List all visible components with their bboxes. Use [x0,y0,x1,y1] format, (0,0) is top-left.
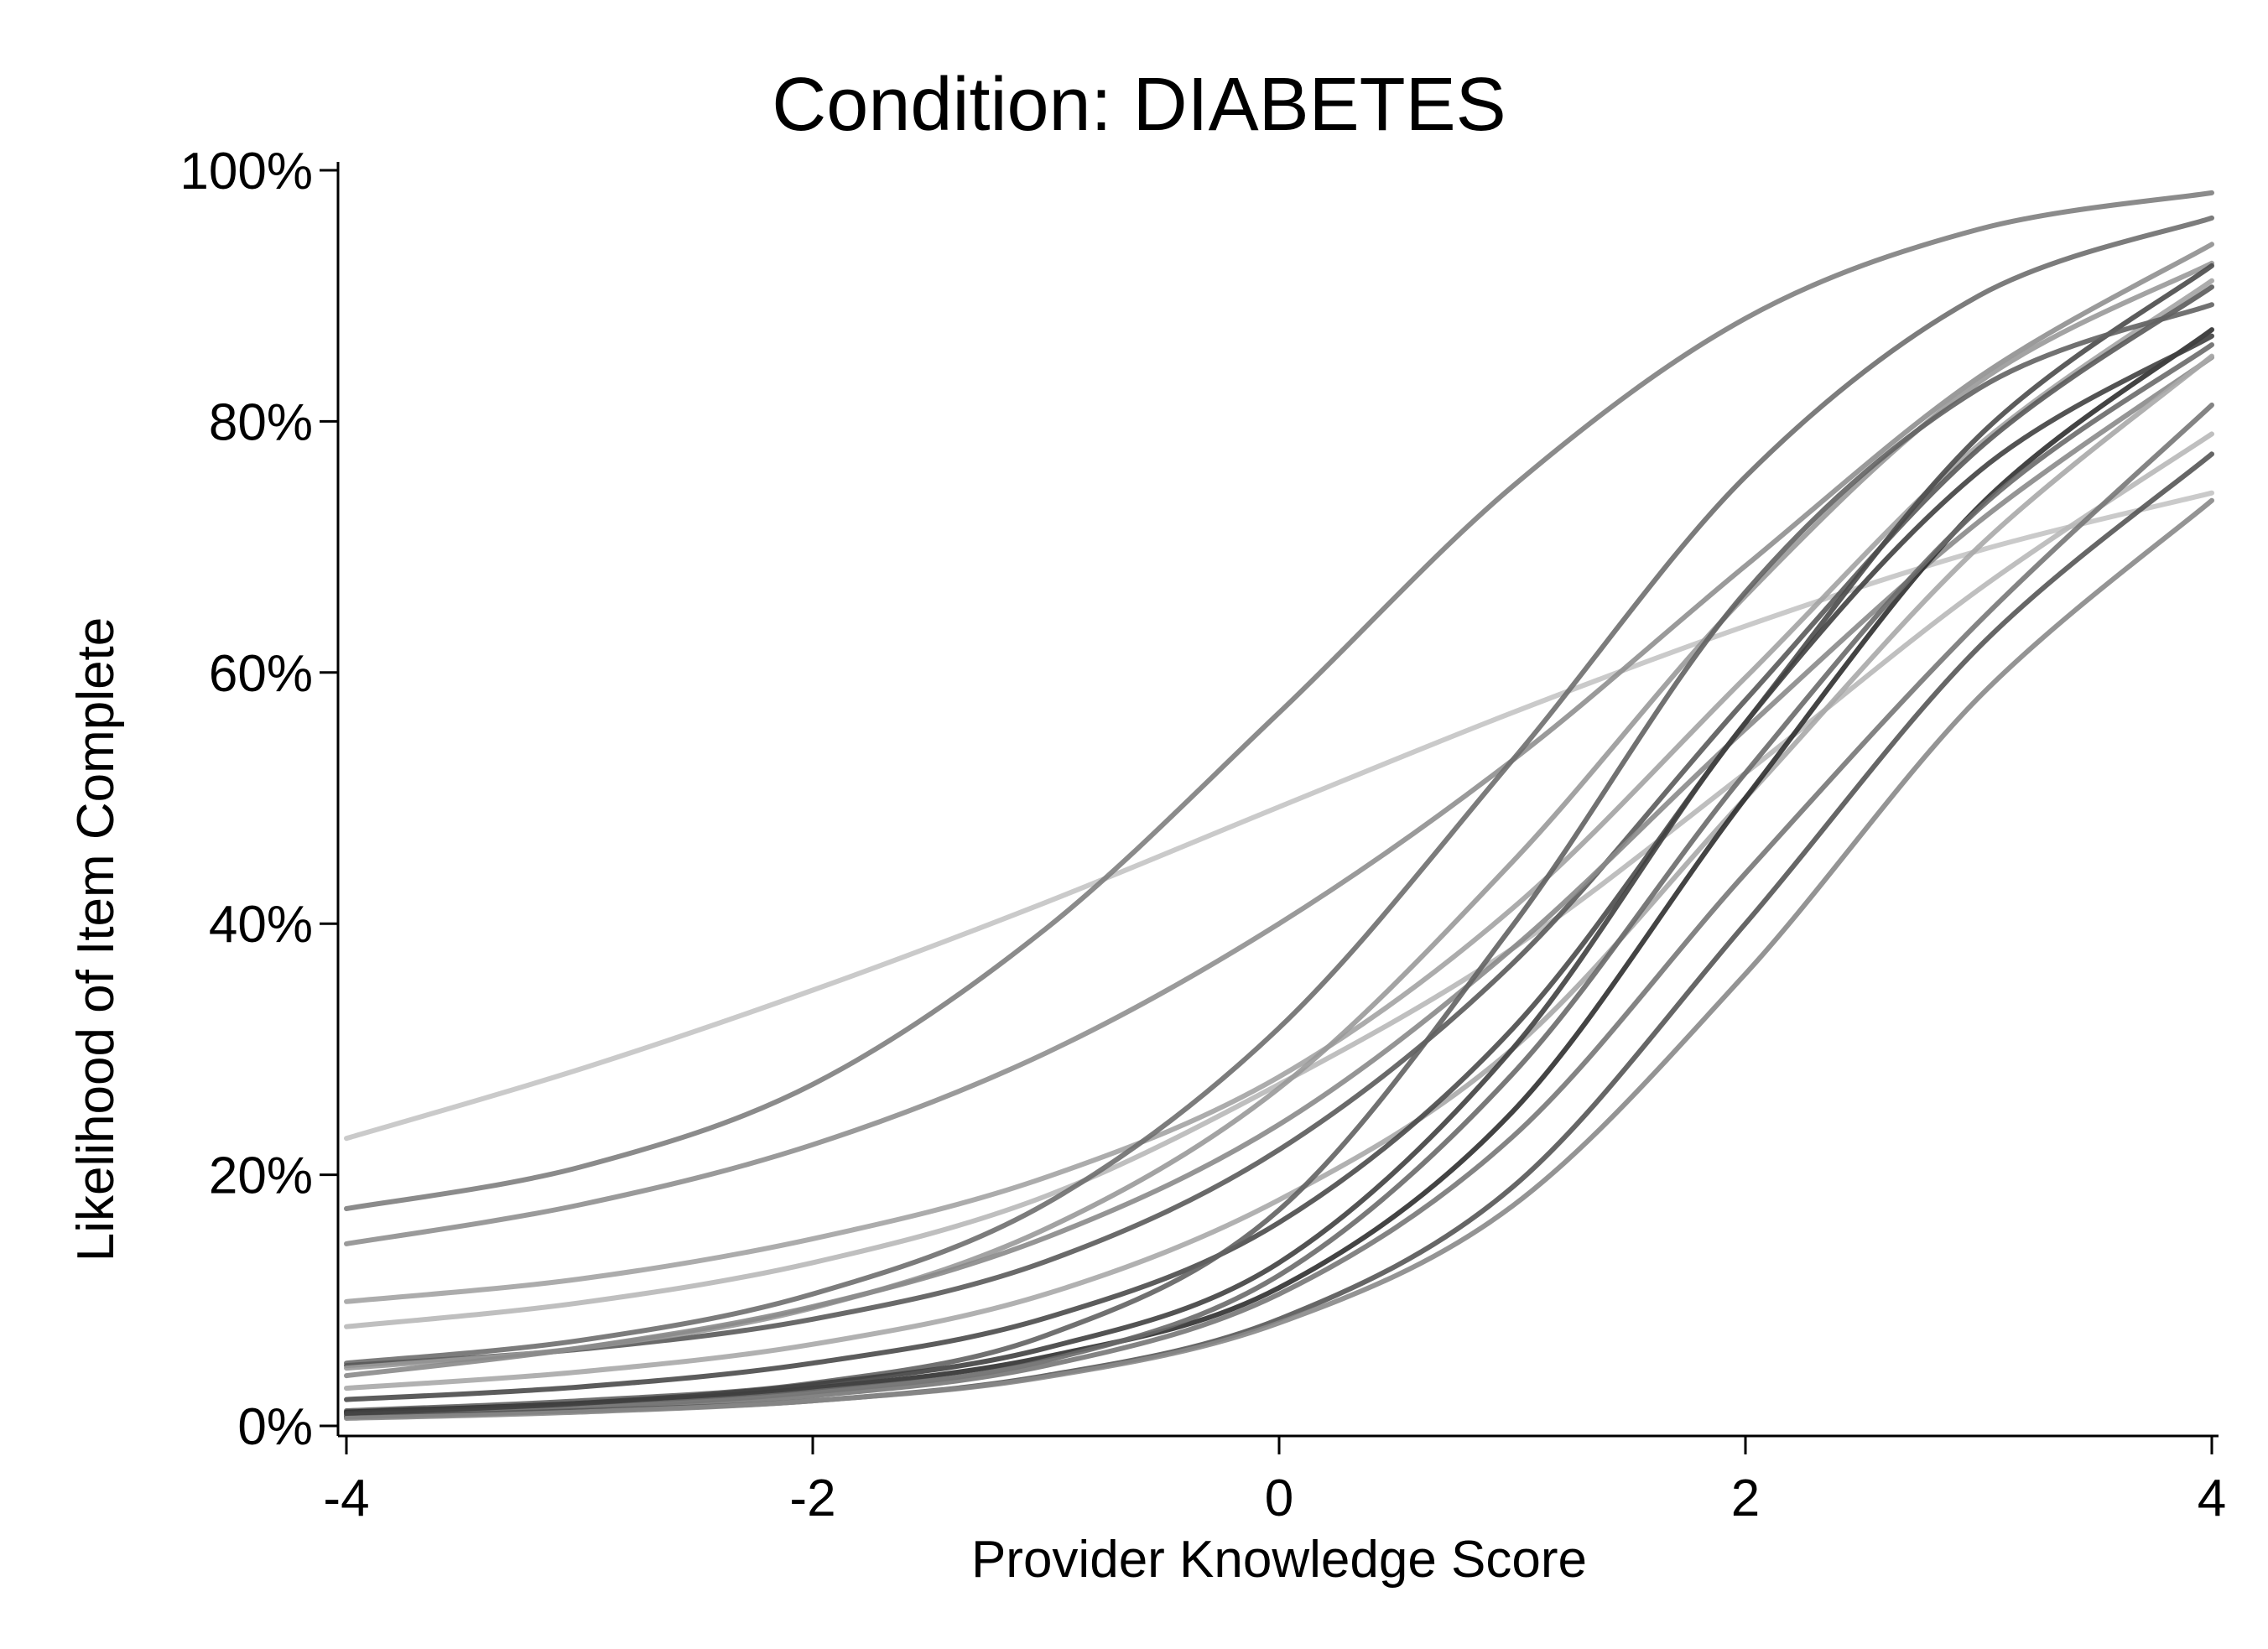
y-tick-label: 100% [179,143,313,200]
series-line-2 [344,190,2214,1211]
y-axis-ticks: 0% 20% 40% 60% 80% 100% [179,143,338,1456]
y-tick-label: 60% [209,645,313,703]
x-tick-label: 2 [1731,1470,1760,1527]
x-axis-label: Provider Knowledge Score [971,1531,1587,1589]
series-line-1 [344,490,2214,1142]
x-tick-label: 0 [1265,1470,1293,1527]
plot-curves [344,190,2214,1421]
series-line-6 [344,215,2214,1366]
series-line-17 [344,497,2214,1421]
x-tick-label: 4 [2198,1470,2226,1527]
series-line-15 [344,402,2214,1418]
y-tick-label: 20% [209,1147,313,1205]
y-tick-label: 40% [209,896,313,954]
y-tick-label: 0% [237,1398,313,1456]
x-axis-ticks: -4 -2 0 2 4 [323,1436,2226,1527]
series-line-3 [344,242,2214,1246]
x-tick-label: -4 [323,1470,369,1527]
series-line-18 [344,333,2214,1416]
series-line-11 [344,263,2214,1402]
y-tick-label: 80% [209,393,313,451]
series-line-10 [344,353,2214,1392]
series-line-7 [344,284,2214,1369]
y-axis-label: Likelihood of Item Complete [67,617,125,1262]
series-line-14 [344,342,2214,1418]
chart-title: Condition: DIABETES [772,63,1506,147]
series-line-12 [344,302,2214,1413]
x-tick-label: -2 [789,1470,835,1527]
